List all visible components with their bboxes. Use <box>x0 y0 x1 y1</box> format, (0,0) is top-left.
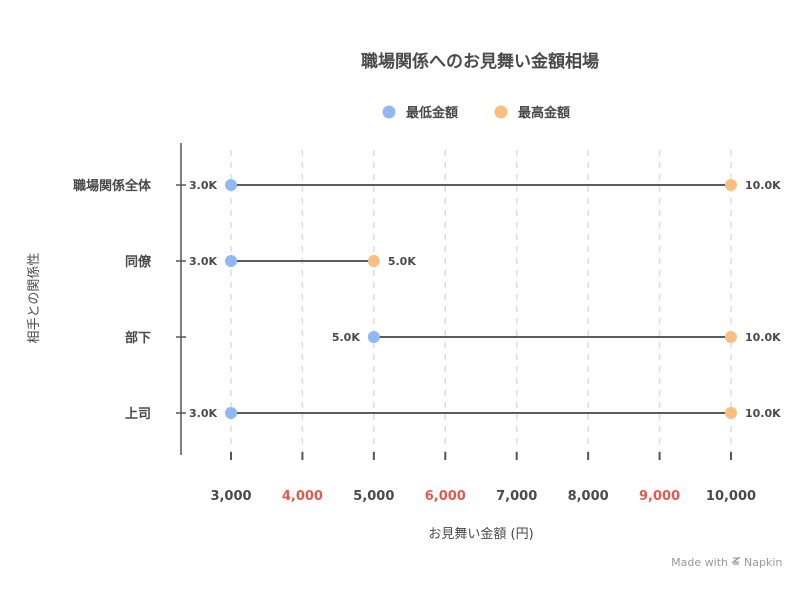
max-value-label: 10.0K <box>745 331 781 344</box>
x-tick-label: 8,000 <box>568 489 609 504</box>
category-label: 上司 <box>125 407 151 422</box>
min-value-label: 3.0K <box>189 407 217 420</box>
credit-text: Made with <box>671 556 728 569</box>
legend-marker <box>382 105 396 119</box>
grid <box>230 150 732 455</box>
min-point <box>225 255 237 267</box>
x-axis-title: お見舞い金額 (円) <box>428 526 533 542</box>
x-tick-label: 4,000 <box>282 489 323 504</box>
legend-label: 最低金額 <box>406 105 458 121</box>
legend-marker <box>494 105 508 119</box>
x-tick-label: 3,000 <box>210 489 251 504</box>
category-label: 同僚 <box>125 254 152 270</box>
dumbbell-row: 部下 5.0K 10.0K <box>125 330 781 346</box>
chart-title: 職場関係へのお見舞い金額相場 <box>361 51 599 72</box>
category-label: 部下 <box>125 330 151 346</box>
y-axis-title: 相手との関係性 <box>27 253 42 344</box>
legend-label: 最高金額 <box>518 105 570 121</box>
max-point <box>725 407 737 419</box>
dumbbell-row: 職場関係全体 3.0K 10.0K <box>73 178 781 194</box>
credit: Made with Napkin <box>671 556 782 569</box>
x-tick-label: 9,000 <box>639 489 680 504</box>
min-value-label: 3.0K <box>189 179 217 192</box>
category-label: 職場関係全体 <box>73 178 152 194</box>
legend: 最低金額 最高金額 <box>382 105 570 121</box>
napkin-icon <box>730 557 742 565</box>
x-ticks: 3,000 4,000 5,000 6,000 7,000 8,000 9,000 10,00… <box>210 452 756 504</box>
dumbbell-row: 上司 3.0K 10.0K <box>125 407 781 422</box>
max-point <box>725 331 737 343</box>
min-point <box>225 407 237 419</box>
min-point <box>367 331 380 343</box>
max-value-label: 10.0K <box>745 179 781 192</box>
max-value-label: 10.0K <box>745 407 781 420</box>
max-value-label: 5.0K <box>388 255 416 268</box>
min-point <box>225 179 237 191</box>
dumbbell-row: 同僚 3.0K 5.0K <box>125 254 416 270</box>
min-value-label: 3.0K <box>189 255 217 268</box>
x-tick-label: 7,000 <box>496 489 537 504</box>
x-tick-label: 6,000 <box>425 489 466 504</box>
credit-brand: Napkin <box>744 556 782 569</box>
min-value-label: 5.0K <box>332 331 360 344</box>
x-tick-label: 5,000 <box>353 489 394 504</box>
max-point <box>367 255 380 267</box>
x-tick-label: 10,000 <box>706 489 756 504</box>
rows: 職場関係全体 3.0K 10.0K 同僚 3.0K 5.0K 部下 5.0K 10.0K 上司 3.… <box>73 178 781 422</box>
max-point <box>725 179 737 191</box>
